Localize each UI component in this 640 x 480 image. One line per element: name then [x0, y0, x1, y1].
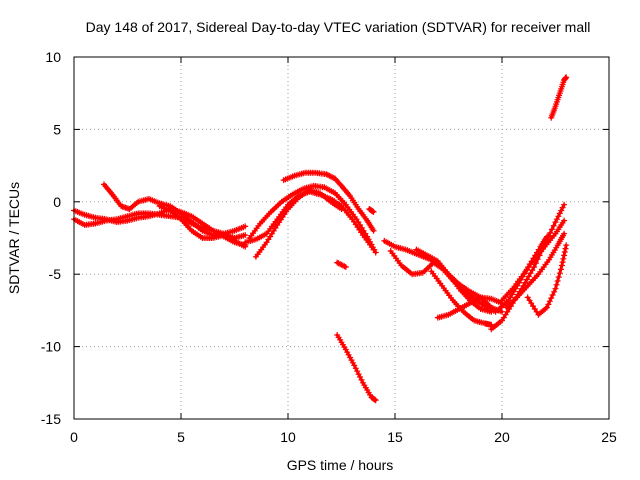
series-arc-9	[366, 206, 377, 215]
x-tick-label: 20	[494, 429, 510, 445]
series-arc-10	[334, 259, 349, 270]
series-arc-4	[156, 203, 249, 250]
series-arc-7	[252, 187, 345, 260]
series-markers	[548, 74, 570, 121]
y-tick-label: 5	[53, 121, 61, 137]
series-arc-20	[503, 230, 568, 311]
data-series	[71, 74, 570, 404]
x-axis-label: GPS time / hours	[287, 457, 394, 473]
series-arc-14	[413, 246, 495, 315]
series-arc-21	[524, 242, 570, 318]
x-tick-label: 0	[70, 429, 78, 445]
series-markers	[280, 169, 377, 234]
y-axis-label: SDTVAR / TECUs	[6, 182, 22, 294]
x-tick-label: 25	[601, 429, 617, 445]
series-markers	[252, 187, 345, 260]
grid-lines	[74, 57, 609, 419]
series-markers	[334, 332, 379, 404]
series-markers	[434, 294, 505, 321]
chart-title: Day 148 of 2017, Sidereal Day-to-day VTE…	[86, 19, 591, 35]
series-arc-22	[548, 74, 570, 121]
series-markers	[413, 246, 495, 315]
series-arc-11	[334, 332, 379, 404]
series-markers	[334, 259, 349, 270]
series-markers	[246, 182, 379, 256]
x-tick-label: 15	[387, 429, 403, 445]
series-arc-8	[280, 169, 377, 234]
series-markers	[366, 206, 377, 215]
series-arc-6	[246, 182, 379, 256]
plot-frame	[73, 56, 610, 420]
series-markers	[499, 217, 568, 304]
y-tick-label: -10	[41, 339, 61, 355]
series-markers	[503, 230, 568, 311]
series-arc-19	[499, 217, 568, 304]
y-tick-label: -15	[41, 411, 61, 427]
y-tick-label: -5	[49, 266, 62, 282]
series-markers	[524, 242, 570, 318]
x-tick-labels: 0 5 10 15 20 25	[70, 429, 617, 445]
y-tick-label: 10	[45, 49, 61, 65]
x-tick-label: 5	[177, 429, 185, 445]
series-arc-16	[434, 294, 505, 321]
y-tick-label: 0	[53, 194, 61, 210]
series-markers	[156, 203, 249, 250]
x-tick-label: 10	[280, 429, 296, 445]
y-tick-labels: -15 -10 -5 0 5 10	[41, 49, 61, 427]
